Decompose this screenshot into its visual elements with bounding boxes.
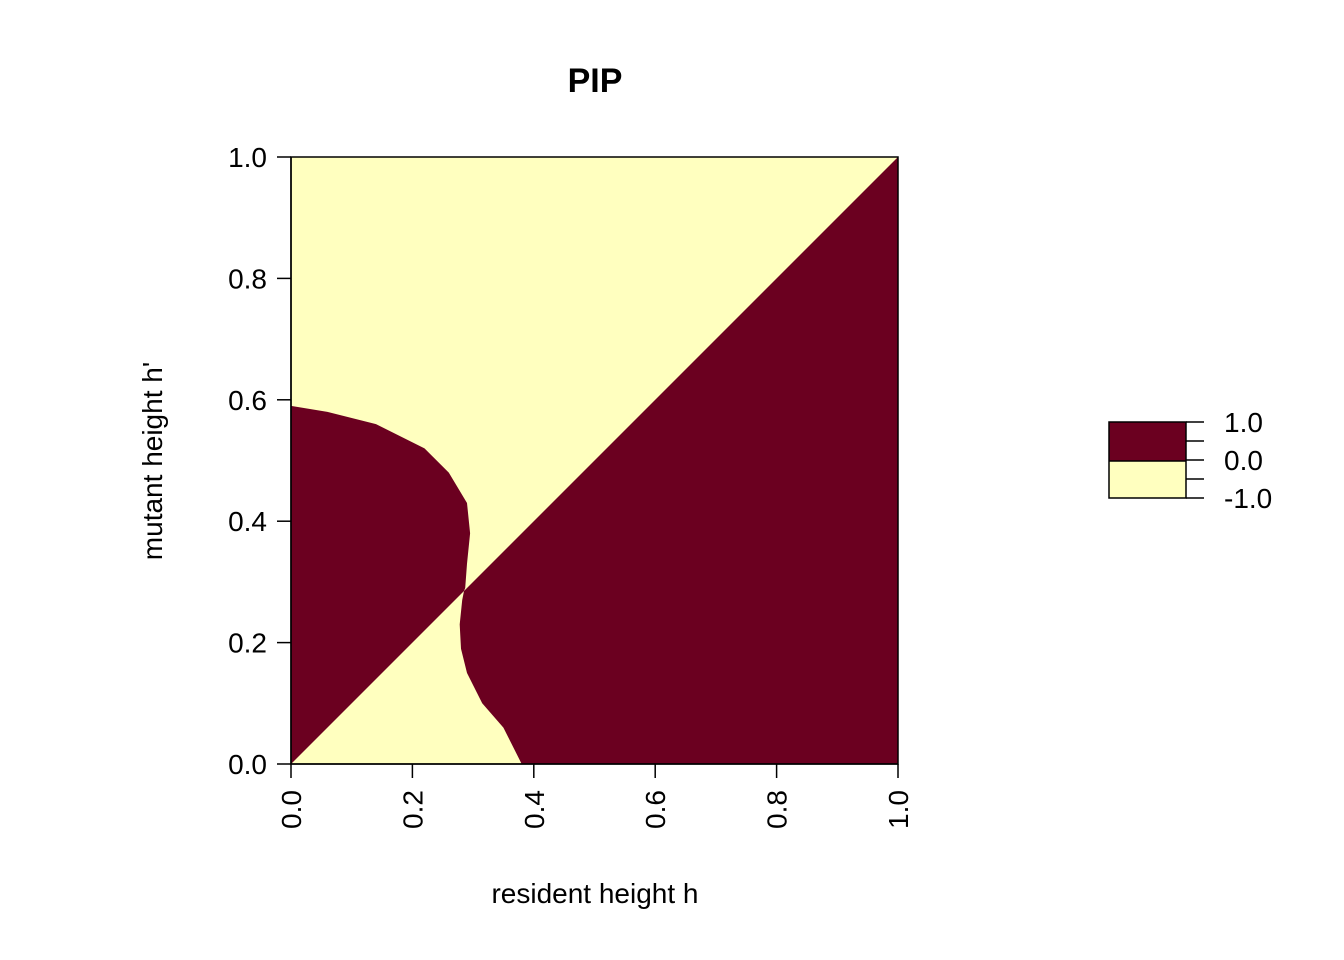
y-tick-label: 0.2	[228, 628, 267, 659]
chart-title: PIP	[568, 62, 623, 100]
legend-label: 1.0	[1224, 407, 1263, 438]
y-tick-label: 0.8	[228, 263, 267, 294]
y-axis: 0.0 0.2 0.4 0.6 0.8 1.0	[228, 142, 292, 780]
y-tick-label: 0.0	[228, 749, 267, 780]
y-tick-label: 0.4	[228, 506, 267, 537]
legend-label: -1.0	[1224, 483, 1272, 514]
x-tick-label: 0.4	[519, 790, 550, 829]
x-axis-label: resident height h	[491, 878, 698, 909]
x-tick-label: 0.8	[762, 790, 793, 829]
legend-label: 0.0	[1224, 445, 1263, 476]
plot-area	[290, 156, 899, 765]
x-tick-label: 1.0	[883, 790, 914, 829]
x-tick-label: 0.0	[276, 790, 307, 829]
x-tick-label: 0.2	[397, 790, 428, 829]
legend-swatch-positive	[1109, 422, 1186, 461]
x-axis: 0.0 0.2 0.4 0.6 0.8 1.0	[276, 763, 914, 829]
positive-region-1	[291, 405, 471, 764]
y-tick-label: 0.6	[228, 385, 267, 416]
color-legend: 1.0 0.0 -1.0	[1108, 407, 1272, 514]
x-tick-label: 0.6	[640, 790, 671, 829]
legend-swatch-negative	[1109, 461, 1186, 498]
y-tick-label: 1.0	[228, 142, 267, 173]
positive-region-2	[459, 157, 898, 764]
y-axis-label: mutant height h'	[137, 362, 168, 560]
